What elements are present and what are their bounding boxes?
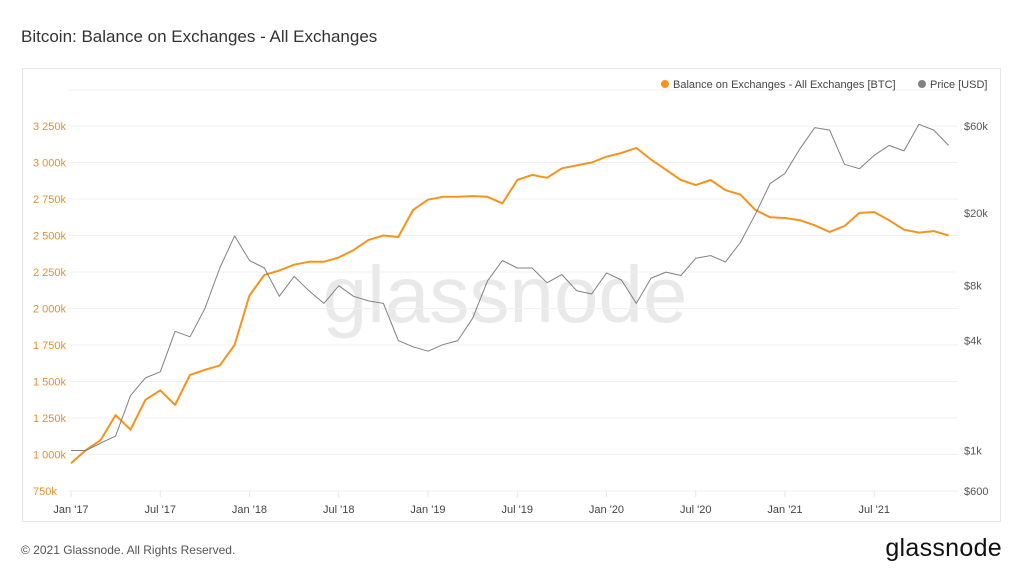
left-axis-tick-label: 1 000k — [33, 450, 67, 462]
legend-marker — [918, 80, 926, 88]
right-axis-tick-label: $8k — [964, 281, 982, 293]
x-axis-tick-label: Jan '19 — [410, 504, 445, 516]
right-axis-tick-label: $1k — [964, 446, 982, 458]
x-axis-tick-label: Jul '17 — [145, 504, 176, 516]
right-axis-tick-label: $60k — [964, 121, 988, 133]
left-axis-tick-label: 1 500k — [33, 377, 67, 389]
watermark: glassnode — [323, 250, 688, 339]
left-axis-tick-label: 2 250k — [33, 267, 67, 279]
chart-title: Bitcoin: Balance on Exchanges - All Exch… — [21, 27, 378, 46]
x-axis-tick-label: Jan '20 — [589, 504, 624, 516]
copyright-footer: © 2021 Glassnode. All Rights Reserved. — [21, 543, 236, 557]
left-axis-tick-label: 3 250k — [33, 121, 67, 133]
legend-label: Price [USD] — [930, 79, 987, 91]
left-axis-tick-label: 2 000k — [33, 304, 67, 316]
price-line — [71, 123, 949, 451]
x-axis-tick-label: Jan '21 — [767, 504, 802, 516]
x-axis-tick-label: Jul '18 — [323, 504, 354, 516]
chart-card — [22, 68, 1001, 522]
legend-marker — [661, 80, 669, 88]
left-axis-tick-label: 2 750k — [33, 194, 67, 206]
glassnode-logo: glassnode — [885, 534, 1002, 562]
left-axis-tick-label: 2 500k — [33, 231, 67, 243]
right-axis-tick-label: $600 — [964, 486, 988, 498]
right-axis-tick-label: $20k — [964, 208, 988, 220]
legend-label: Balance on Exchanges - All Exchanges [BT… — [673, 79, 896, 91]
x-axis-tick-label: Jul '21 — [859, 504, 890, 516]
left-axis-tick-label: 1 750k — [33, 340, 67, 352]
x-axis-tick-label: Jul '20 — [680, 504, 711, 516]
left-axis-tick-label: 1 250k — [33, 413, 67, 425]
x-axis-tick-label: Jan '18 — [232, 504, 267, 516]
x-axis-tick-label: Jan '17 — [53, 504, 88, 516]
x-axis-tick-label: Jul '19 — [502, 504, 533, 516]
right-axis-tick-label: $4k — [964, 336, 982, 348]
left-axis-tick-label: 3 000k — [33, 158, 67, 170]
left-axis-tick-label: 750k — [33, 486, 57, 498]
balance-line — [70, 146, 949, 465]
